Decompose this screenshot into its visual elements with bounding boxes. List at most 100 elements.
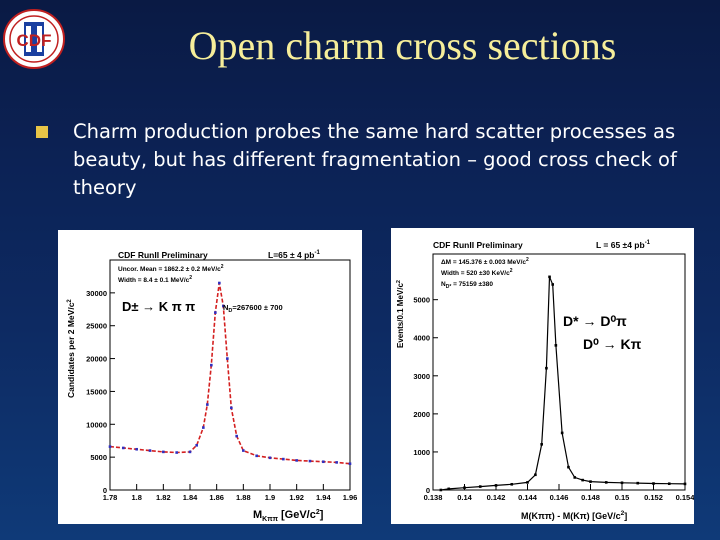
data-point <box>540 443 543 446</box>
x-tick-label: 1.82 <box>156 493 171 502</box>
data-point <box>295 459 298 462</box>
fit-yield: ND* = 75159 ±380 <box>441 281 493 290</box>
y-tick-label: 10000 <box>86 420 107 429</box>
dplus-mass-plot: 0 5000 10000 15000 20000 25000 30000 1.78 1.8 1.… <box>66 250 358 523</box>
x-tick-label: 0.152 <box>644 493 663 502</box>
data-point <box>636 481 640 485</box>
x-tick-label: 1.96 <box>343 493 358 502</box>
fit-curve <box>109 282 351 465</box>
bullet-text: Charm production probes the same hard sc… <box>73 120 677 199</box>
data-point <box>335 461 338 464</box>
data-point <box>560 431 564 435</box>
x-tick-label: 0.14 <box>457 493 472 502</box>
data-point <box>439 488 443 492</box>
slide-title: Open charm cross sections <box>188 23 617 68</box>
fit-mean: Uncor. Mean = 1862.2 ± 0.2 MeV/c2 <box>118 264 224 273</box>
data-point <box>478 485 482 488</box>
dplus-mass-chart: 0 5000 10000 15000 20000 25000 30000 1.78 1.8 1.… <box>58 230 362 524</box>
x-tick-label: 0.146 <box>550 493 569 502</box>
data-point <box>242 449 245 452</box>
data-point <box>573 476 577 479</box>
y-tick-label: 1000 <box>413 448 430 457</box>
yield-label: ND=267600 ± 700 <box>223 303 283 314</box>
data-point <box>282 457 285 461</box>
chart-title: CDF RunII Preliminary <box>433 240 523 250</box>
cdf-logo: CDF <box>3 9 65 69</box>
x-tick-label: 0.144 <box>518 493 538 502</box>
data-point <box>162 450 165 454</box>
data-point <box>322 460 325 464</box>
data-point <box>202 426 205 429</box>
x-tick-label: 1.9 <box>265 493 275 502</box>
y-tick-label: 3000 <box>413 372 430 381</box>
y-tick-label: 30000 <box>86 289 107 298</box>
data-point <box>683 482 687 486</box>
dstar-mass-diff-chart: 0 1000 2000 3000 4000 5000 0.138 0.14 0.142 0.14… <box>391 228 695 524</box>
x-axis-label: M(Kππ) - M(Kπ) [GeV/c2] <box>521 510 627 521</box>
x-tick-label: 1.86 <box>209 493 224 502</box>
y-tick-label: 2000 <box>413 410 430 419</box>
data-point <box>222 304 225 308</box>
data-point <box>548 275 551 279</box>
y-tick-label: 20000 <box>86 355 107 364</box>
decay-label-2: D⁰ → Kπ <box>583 336 642 352</box>
data-point <box>534 473 537 477</box>
dstar-mass-diff-plot: 0 1000 2000 3000 4000 5000 0.138 0.14 0.142 0.14… <box>396 240 695 521</box>
data-point <box>652 482 655 485</box>
data-point <box>589 480 592 483</box>
x-tick-label: 0.142 <box>487 493 506 502</box>
fit-width: Width = 520 ±30 KeV/c2 <box>441 268 513 277</box>
x-tick-label: 1.78 <box>103 493 118 502</box>
x-tick-label: 1.88 <box>236 493 251 502</box>
data-point <box>122 446 125 450</box>
data-point <box>308 459 312 463</box>
data-point <box>581 478 584 482</box>
y-tick-label: 5000 <box>413 296 430 305</box>
fit-width: Width = 8.4 ± 0.1 MeV/c2 <box>118 275 192 284</box>
x-tick-label: 0.15 <box>615 493 630 502</box>
plot-frame <box>109 259 351 491</box>
data-point <box>526 481 529 484</box>
x-tick-label: 1.84 <box>183 493 198 502</box>
data-point <box>135 447 138 451</box>
y-tick-label: 4000 <box>413 334 430 343</box>
y-axis-label: Candidates per 2 MeV/c2 <box>66 299 76 398</box>
data-point <box>195 444 198 447</box>
logo-text: CDF <box>17 31 52 50</box>
x-tick-label: 0.138 <box>424 493 443 502</box>
data-point <box>551 283 554 286</box>
data-point <box>494 484 498 487</box>
decay-label-1: D* → D⁰π <box>563 313 627 329</box>
data-point <box>545 366 548 370</box>
data-point <box>214 311 217 314</box>
luminosity: L=65 ± 4 pb-1 <box>268 250 320 260</box>
data-point <box>255 454 258 458</box>
y-tick-label: 0 <box>103 486 107 495</box>
data-point <box>567 465 570 469</box>
data-point <box>188 450 192 454</box>
x-tick-label: 1.94 <box>316 493 331 502</box>
fit-delta-m: ΔM = 145.376 ± 0.003 MeV/c2 <box>441 257 529 266</box>
plot-frame <box>432 253 686 491</box>
data-point <box>206 403 209 406</box>
data-point <box>447 487 451 491</box>
data-point <box>667 482 671 486</box>
data-point <box>510 482 514 486</box>
data-point <box>230 406 233 410</box>
y-tick-label: 25000 <box>86 322 107 331</box>
decay-label: D± → K π π <box>122 299 195 314</box>
x-tick-label: 0.154 <box>676 493 694 502</box>
data-point <box>554 344 558 347</box>
data-point <box>348 462 352 466</box>
data-point <box>210 363 213 367</box>
x-tick-label: 0.148 <box>581 493 600 502</box>
data-point <box>620 481 624 485</box>
y-axis-label: Events/0.1 MeV/c2 <box>396 280 405 348</box>
data-point <box>268 456 272 460</box>
data-point <box>604 481 608 484</box>
x-tick-label: 1.8 <box>131 493 141 502</box>
y-tick-label: 5000 <box>90 453 107 462</box>
data-point <box>175 451 178 454</box>
data-point <box>235 434 238 438</box>
x-tick-label: 1.92 <box>289 493 304 502</box>
